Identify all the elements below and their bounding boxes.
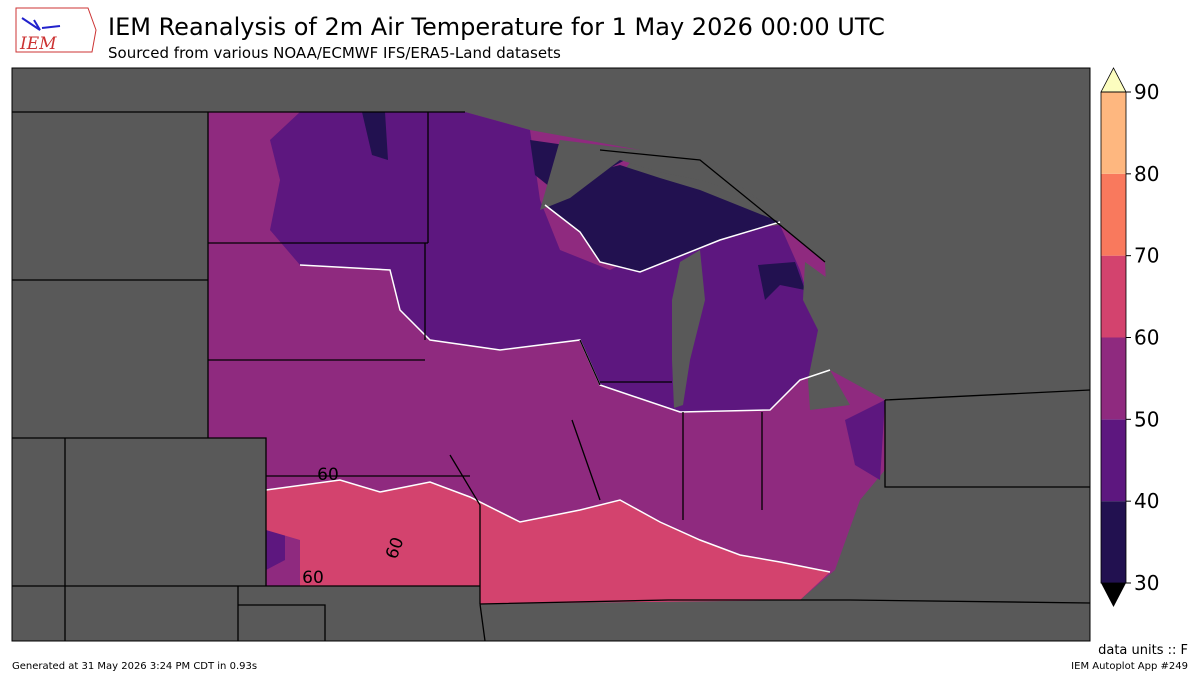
app-note: IEM Autoplot App #249 (1071, 661, 1188, 672)
colorbar-segment (1101, 173, 1126, 256)
colorbar-segment (1101, 337, 1126, 420)
temp-40-50 (845, 400, 885, 480)
title: IEM Reanalysis of 2m Air Temperature for… (108, 13, 885, 41)
contour-label: 60 (317, 465, 339, 485)
state-borders (12, 111, 1091, 642)
logo-text: IEM (19, 34, 57, 54)
colorbar-segment (1101, 255, 1126, 338)
colorbar-tick-label: 30 (1134, 571, 1159, 595)
temp-30-40 (758, 262, 805, 300)
colorbar-segment (1101, 419, 1126, 502)
lake-michigan (672, 250, 705, 408)
lake-superior (540, 140, 760, 210)
colorbar-tick-label: 90 (1134, 80, 1159, 104)
colorbar-over (1100, 67, 1127, 93)
colorbar-tick-label: 60 (1134, 326, 1159, 350)
colorbar-under (1101, 583, 1126, 607)
temp-60-70 (266, 480, 830, 604)
colorbar: 30 40 50 60 70 80 90 (1100, 67, 1159, 607)
units-label: data units :: F (1098, 643, 1188, 658)
temp-30-40 (362, 112, 388, 160)
lake-huron-erie (803, 262, 850, 410)
logo: IEM (15, 7, 97, 54)
subtitle: Sourced from various NOAA/ECMWF IFS/ERA5… (108, 44, 561, 62)
colorbar-segment (1101, 92, 1126, 174)
contour-label: 60 (302, 568, 324, 588)
temp-30-40 (545, 165, 780, 272)
colorbar-tick-label: 50 (1134, 407, 1159, 431)
colorbar-segment (1101, 501, 1126, 583)
generated-note: Generated at 31 May 2026 3:24 PM CDT in … (12, 661, 257, 672)
colorbar-tick-label: 40 (1134, 489, 1159, 513)
colorbar-tick-label: 70 (1134, 244, 1159, 268)
colorbar-tick-label: 80 (1134, 162, 1159, 186)
